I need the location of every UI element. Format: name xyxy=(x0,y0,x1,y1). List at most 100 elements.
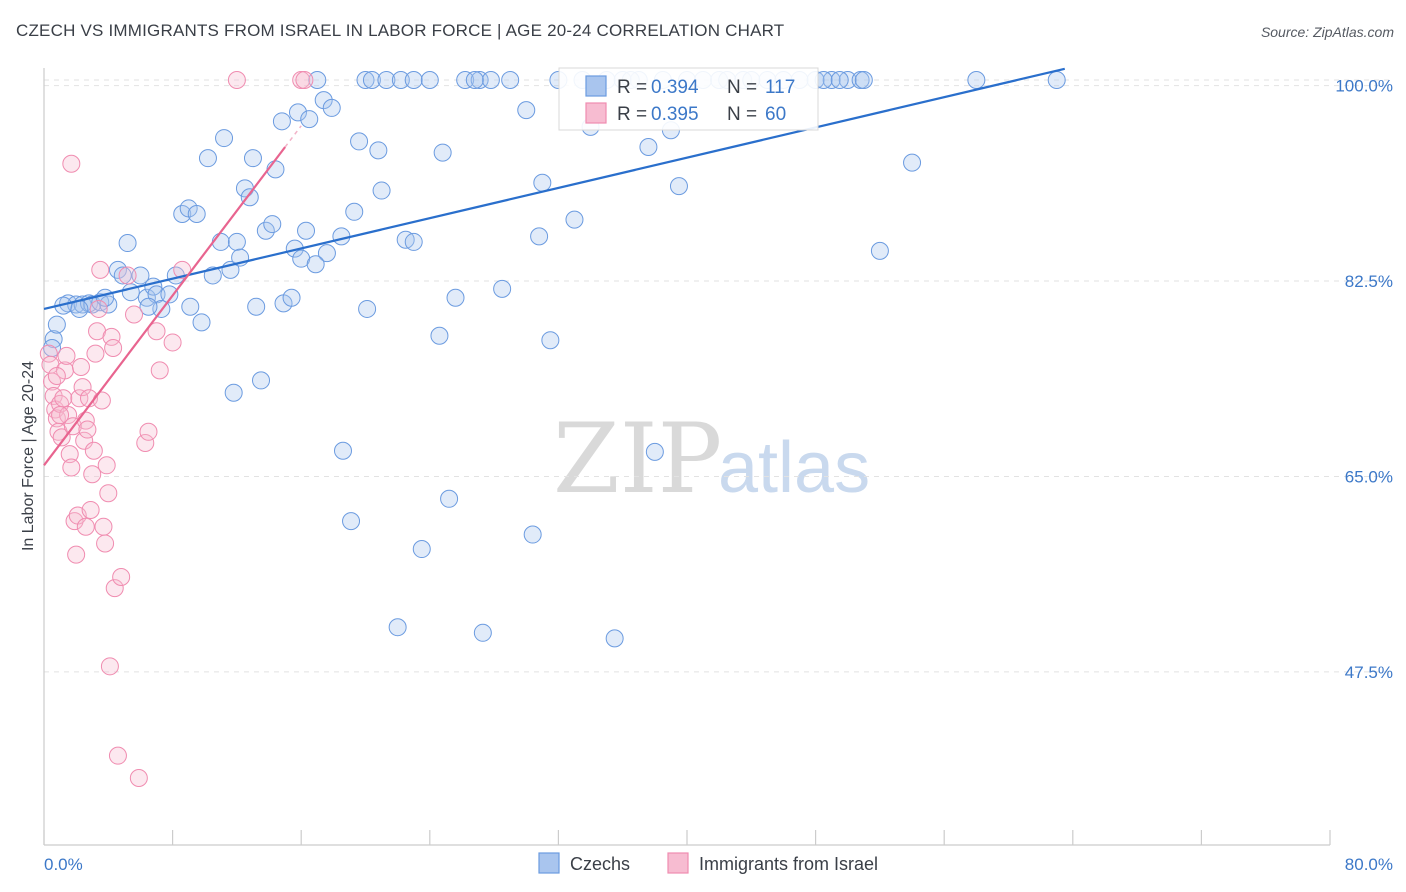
data-point xyxy=(308,71,327,89)
data-point xyxy=(129,768,148,787)
data-point xyxy=(76,517,95,536)
data-point xyxy=(295,71,314,89)
data-point xyxy=(391,71,410,89)
chart-title: CZECH VS IMMIGRANTS FROM ISRAEL IN LABOR… xyxy=(16,21,785,40)
y-axis-label: In Labor Force | Age 20-24 xyxy=(20,361,37,551)
data-point xyxy=(100,657,119,676)
data-point xyxy=(282,288,301,307)
data-point xyxy=(903,153,922,172)
data-point xyxy=(967,71,986,89)
data-point xyxy=(356,71,375,89)
data-point xyxy=(39,344,58,363)
data-point xyxy=(440,489,459,508)
data-point xyxy=(645,442,664,461)
data-point xyxy=(118,234,137,253)
data-point xyxy=(113,266,132,285)
israel-trend-line xyxy=(43,146,287,466)
data-point xyxy=(358,299,377,318)
data-point xyxy=(99,484,118,503)
data-point xyxy=(43,372,62,391)
data-point xyxy=(243,149,262,168)
y-tick-label: 65.0% xyxy=(1345,467,1393,486)
bottom-legend-israel: Immigrants from Israel xyxy=(699,854,878,874)
data-point xyxy=(187,205,206,224)
legend-n-value-2: 60 xyxy=(765,104,786,125)
gridlines xyxy=(44,79,1393,673)
y-tick-label: 100.0% xyxy=(1335,77,1393,96)
x-axis-ticks xyxy=(43,830,1331,845)
data-point xyxy=(215,129,234,148)
legend-n-label-2: N = xyxy=(727,104,757,125)
data-point xyxy=(342,512,361,531)
data-point xyxy=(65,512,84,531)
data-point xyxy=(870,241,889,260)
data-point xyxy=(192,313,211,332)
legend-r-label-2: R = xyxy=(617,104,647,125)
y-tick-label: 82.5% xyxy=(1345,272,1393,291)
data-point xyxy=(369,141,388,160)
data-point xyxy=(412,540,431,559)
data-point xyxy=(297,221,316,240)
y-tick-labels: 47.5% 65.0% 82.5% 100.0% xyxy=(1335,77,1393,682)
data-point xyxy=(322,98,341,117)
stats-legend: R = 0.394 N = 117 R = 0.395 N = 60 xyxy=(558,67,819,131)
data-point xyxy=(456,71,475,89)
data-point xyxy=(108,260,127,279)
data-point xyxy=(501,71,520,89)
data-point xyxy=(44,330,63,349)
y-tick-label: 47.5% xyxy=(1345,663,1393,682)
data-point xyxy=(86,344,105,363)
data-point xyxy=(150,361,169,380)
data-point xyxy=(252,371,271,390)
data-point xyxy=(108,746,127,765)
data-point xyxy=(198,149,217,168)
x-tick-label-min: 0.0% xyxy=(44,855,83,874)
data-point xyxy=(139,297,158,316)
source-credit: Source: ZipAtlas.com xyxy=(1260,24,1394,40)
data-point xyxy=(227,232,246,251)
data-point xyxy=(147,322,166,341)
data-point xyxy=(89,299,108,318)
data-point xyxy=(332,227,351,246)
data-point xyxy=(211,232,230,251)
israel-trend-extension xyxy=(284,125,302,148)
data-point xyxy=(247,297,266,316)
data-point xyxy=(62,458,81,477)
legend-r-value-1: 0.394 xyxy=(651,77,699,98)
bottom-legend-czechs: Czechs xyxy=(570,854,630,874)
data-point xyxy=(102,327,121,346)
data-point xyxy=(465,71,484,89)
data-point xyxy=(57,346,76,365)
data-point xyxy=(317,244,336,263)
data-point xyxy=(71,358,90,377)
data-point xyxy=(137,288,156,307)
data-point xyxy=(54,389,73,408)
data-point xyxy=(430,326,449,345)
legend-n-label-1: N = xyxy=(727,77,757,98)
data-point xyxy=(541,331,560,350)
data-point xyxy=(62,154,81,173)
data-point xyxy=(481,71,500,89)
bottom-legend-swatch-israel xyxy=(667,852,689,874)
data-point xyxy=(288,103,307,122)
data-point xyxy=(830,71,849,89)
data-point xyxy=(224,383,243,402)
series-legend: Czechs Immigrants from Israel xyxy=(538,852,878,874)
data-point xyxy=(47,315,66,334)
data-point xyxy=(83,465,102,484)
legend-swatch-israel xyxy=(585,102,607,124)
x-tick-label-max: 80.0% xyxy=(1345,855,1393,874)
data-point xyxy=(181,297,200,316)
data-point xyxy=(60,445,79,464)
data-point xyxy=(333,441,352,460)
data-point xyxy=(92,391,111,410)
data-point xyxy=(240,188,259,207)
data-point xyxy=(639,138,658,157)
data-point xyxy=(388,618,407,637)
data-point xyxy=(473,623,492,642)
data-point xyxy=(306,255,325,274)
data-point xyxy=(96,534,115,553)
data-point xyxy=(350,132,369,151)
data-point xyxy=(75,431,94,450)
